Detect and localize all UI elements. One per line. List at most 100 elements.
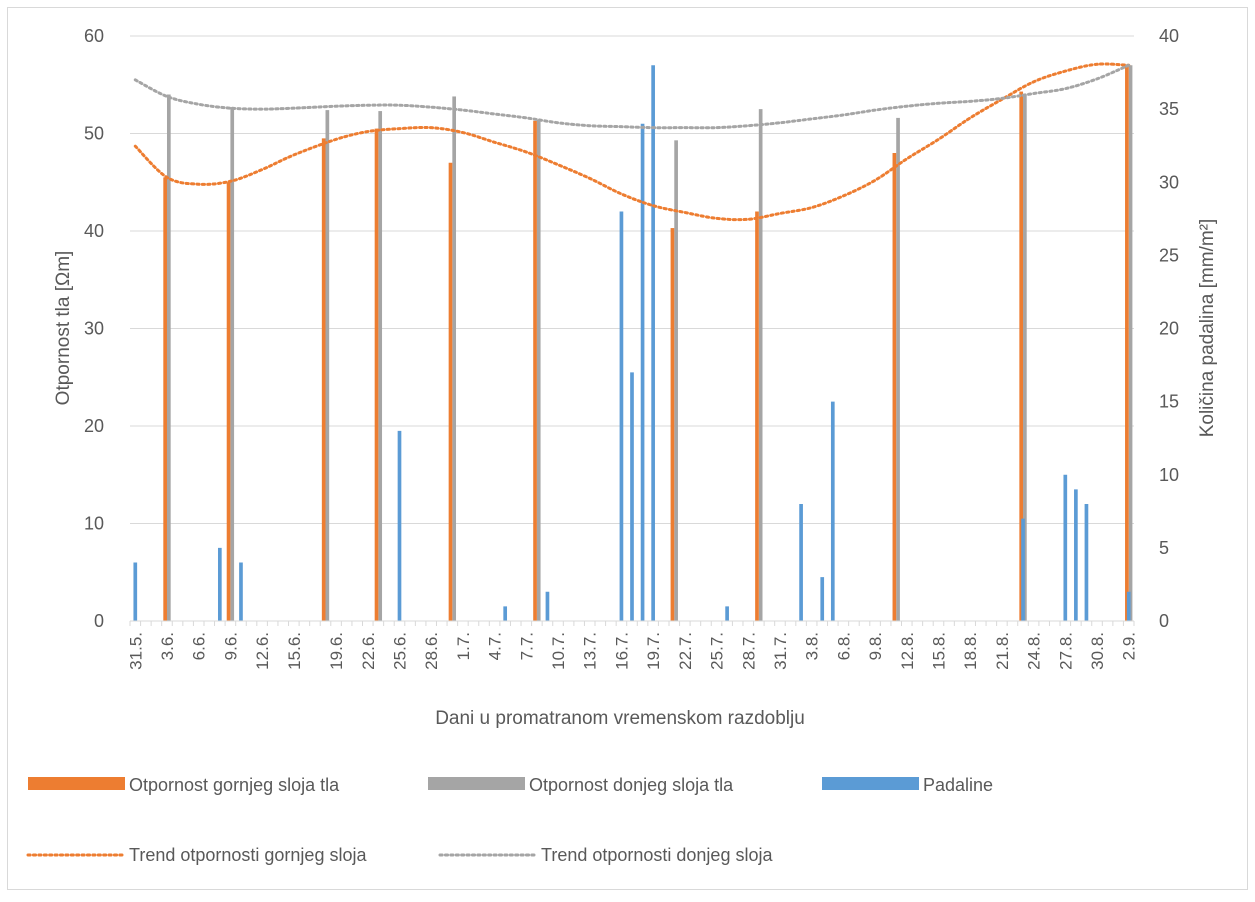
bar-otpornost-donjeg-sloja-tla (536, 119, 541, 621)
y-axis-left-title: Otpornost tla [Ωm] (53, 251, 74, 406)
legend-label: Trend otpornosti donjeg sloja (541, 845, 773, 865)
bar-otpornost-gornjeg-sloja-tla (755, 211, 759, 621)
x-tick-label: 28.6. (422, 632, 441, 670)
x-tick-label: 9.6. (221, 632, 240, 660)
legend-swatch (822, 777, 919, 790)
bar-otpornost-donjeg-sloja-tla (230, 107, 235, 622)
x-tick-label: 25.7. (708, 632, 727, 670)
x-tick-label: 25.6. (390, 632, 409, 670)
y-right-tick-label: 15 (1159, 392, 1179, 412)
x-tick-label: 13.7. (581, 632, 600, 670)
y-right-tick-label: 10 (1159, 465, 1179, 485)
y-left-tick-label: 40 (84, 221, 104, 241)
trend-line-trend-otpornosti-gornjeg-sloja (133, 62, 1131, 222)
bar-otpornost-gornjeg-sloja-tla (374, 128, 379, 621)
legend-item: Trend otpornosti donjeg sloja (438, 845, 773, 865)
bar-padaline (545, 591, 550, 621)
bar-padaline (1126, 591, 1131, 621)
bar-otpornost-donjeg-sloja-tla (1023, 94, 1027, 621)
y-axis-left-ticks: 0 10 20 30 40 50 60 (84, 26, 104, 631)
y-left-tick-label: 20 (84, 416, 104, 436)
y-left-tick-label: 0 (94, 611, 104, 631)
bar-padaline (133, 562, 138, 621)
x-tick-label: 19.7. (644, 632, 663, 670)
legend-item: Otpornost gornjeg sloja tla (28, 775, 340, 795)
legend-item: Padaline (822, 775, 993, 795)
bars (133, 65, 1133, 622)
bar-padaline (725, 606, 729, 621)
bar-otpornost-gornjeg-sloja-tla (226, 182, 231, 621)
x-tick-label: 24.8. (1025, 632, 1044, 670)
x-tick-label: 22.6. (359, 632, 378, 670)
y-right-tick-label: 40 (1159, 26, 1179, 46)
legend-item: Otpornost donjeg sloja tla (428, 775, 734, 795)
x-tick-label: 28.7. (739, 632, 758, 670)
bar-otpornost-gornjeg-sloja-tla (533, 120, 537, 621)
y-left-tick-label: 10 (84, 514, 104, 534)
bar-padaline (820, 577, 825, 621)
legend: Otpornost gornjeg sloja tla Otpornost don… (26, 775, 993, 865)
bar-padaline (1021, 518, 1025, 621)
bar-otpornost-donjeg-sloja-tla (758, 109, 763, 621)
bar-otpornost-donjeg-sloja-tla (674, 140, 678, 621)
bar-padaline (1063, 474, 1068, 621)
x-axis-title: Dani u promatranom vremenskom razdoblju (435, 708, 805, 729)
y-axis-right-ticks: 0 5 10 15 20 25 30 35 40 (1159, 26, 1179, 631)
y-left-tick-label: 30 (84, 319, 104, 339)
bar-otpornost-donjeg-sloja-tla (378, 111, 383, 621)
x-tick-label: 12.8. (898, 632, 917, 670)
x-tick-label: 22.7. (676, 632, 695, 670)
legend-item: Trend otpornosti gornjeg sloja (26, 845, 367, 865)
bar-otpornost-donjeg-sloja-tla (166, 94, 171, 621)
x-tick-label: 15.6. (285, 632, 304, 670)
x-tick-label: 15.8. (929, 632, 948, 670)
bar-padaline (799, 504, 803, 621)
legend-swatch (28, 777, 125, 790)
bar-padaline (619, 211, 624, 621)
x-tick-label: 4.7. (486, 632, 505, 660)
bar-otpornost-gornjeg-sloja-tla (163, 177, 167, 621)
bar-otpornost-donjeg-sloja-tla (325, 110, 330, 621)
x-tick-label: 6.8. (834, 632, 853, 660)
bar-otpornost-donjeg-sloja-tla (1128, 65, 1133, 621)
x-tick-label: 6.6. (190, 632, 209, 660)
bar-otpornost-gornjeg-sloja-tla (321, 138, 326, 621)
x-tick-label: 1.7. (454, 632, 473, 660)
x-tick-label: 10.7. (549, 632, 568, 670)
bar-padaline (217, 547, 222, 621)
x-tick-label: 21.8. (993, 632, 1012, 670)
x-axis-ticks: 31.5. 3.6. 6.6. 9.6. 12.6. 15.6. 19.6. 22.6. 25.… (126, 621, 1139, 670)
legend-label: Trend otpornosti gornjeg sloja (129, 845, 367, 865)
bar-padaline (640, 123, 645, 621)
y-right-tick-label: 5 (1159, 538, 1169, 558)
legend-swatch (428, 777, 525, 790)
trend-lines (133, 62, 1131, 222)
bar-padaline (397, 430, 402, 621)
x-tick-label: 9.8. (866, 632, 885, 660)
bar-otpornost-donjeg-sloja-tla (896, 117, 900, 622)
bar-otpornost-gornjeg-sloja-tla (448, 162, 453, 621)
x-tick-label: 7.7. (517, 632, 536, 660)
x-tick-label: 3.8. (803, 632, 822, 660)
x-tick-label: 19.6. (327, 632, 346, 670)
y-right-tick-label: 25 (1159, 245, 1179, 265)
x-tick-label: 31.5. (126, 632, 145, 670)
x-tick-label: 30.8. (1088, 632, 1107, 670)
x-tick-label: 16.7. (612, 632, 631, 670)
bar-padaline (651, 65, 655, 621)
x-tick-label: 31.7. (771, 632, 790, 670)
bar-otpornost-donjeg-sloja-tla (452, 96, 457, 621)
bar-padaline (239, 562, 243, 621)
bar-padaline (1084, 504, 1089, 621)
x-tick-label: 3.6. (158, 632, 177, 660)
y-right-tick-label: 20 (1159, 319, 1179, 339)
x-tick-label: 2.9. (1120, 632, 1139, 660)
bar-otpornost-gornjeg-sloja-tla (1019, 91, 1024, 621)
x-tick-label: 27.8. (1056, 632, 1075, 670)
bar-padaline (1074, 489, 1078, 621)
y-right-tick-label: 30 (1159, 172, 1179, 192)
x-tick-label: 18.8. (961, 632, 980, 670)
y-right-tick-label: 0 (1159, 611, 1169, 631)
